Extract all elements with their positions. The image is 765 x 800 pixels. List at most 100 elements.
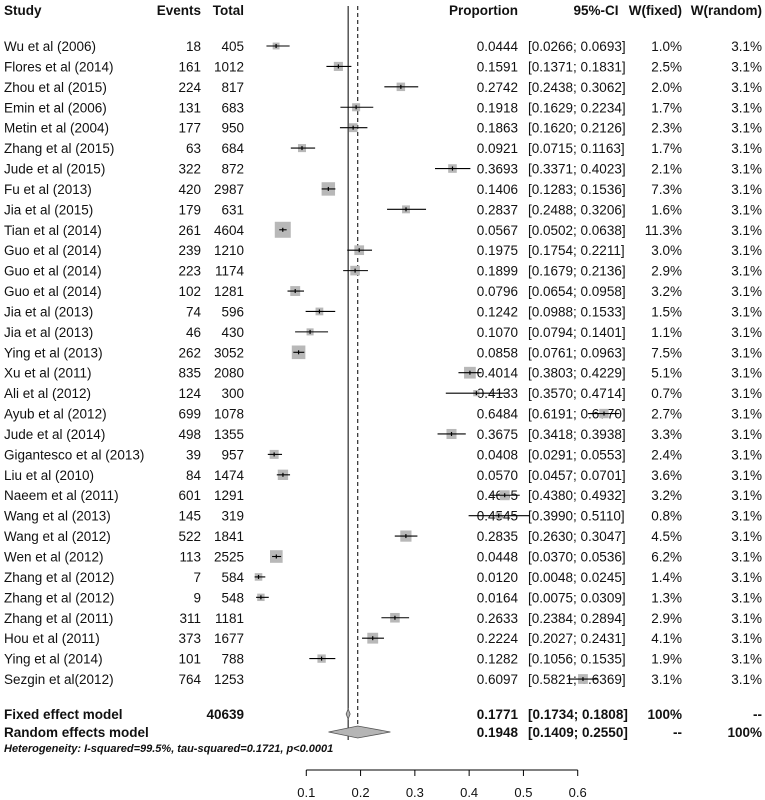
fixed-model-diamond xyxy=(345,707,351,721)
study-ci: [0.1371; 0.1831] xyxy=(528,59,626,74)
study-w-fixed: 1.7% xyxy=(651,141,682,156)
study-label: Xu et al (2011) xyxy=(4,366,92,381)
study-total: 548 xyxy=(221,590,244,605)
study-w-fixed: 0.7% xyxy=(651,386,682,401)
study-label: Guo et al (2014) xyxy=(4,284,102,299)
study-label: Zhang et al (2012) xyxy=(4,590,114,605)
study-proportion: 0.3675 xyxy=(477,427,518,442)
study-label: Sezgin et al(2012) xyxy=(4,672,114,687)
study-label: Guo et al (2014) xyxy=(4,243,102,258)
study-label: Jia et al (2013) xyxy=(4,325,93,340)
study-w-random: 3.1% xyxy=(731,631,762,646)
x-axis-tick-label: 0.4 xyxy=(460,785,478,800)
study-events: 262 xyxy=(178,345,201,360)
heterogeneity-text: Heterogeneity: I-squared=99.5%, tau-squa… xyxy=(4,743,333,755)
study-events: 161 xyxy=(178,59,201,74)
study-events: 601 xyxy=(178,488,201,503)
study-proportion: 0.0921 xyxy=(477,141,518,156)
study-proportion: 0.0408 xyxy=(477,447,518,462)
study-total: 3052 xyxy=(214,345,244,360)
random-model-proportion: 0.1948 xyxy=(477,725,519,740)
study-events: 498 xyxy=(178,427,201,442)
x-axis-tick-label: 0.1 xyxy=(297,785,315,800)
header-w-random: W(random) xyxy=(691,3,762,18)
study-events: 145 xyxy=(178,509,201,524)
study-total: 683 xyxy=(221,100,244,115)
header-study: Study xyxy=(4,3,42,18)
study-label: Wang et al (2013) xyxy=(4,509,111,524)
study-total: 1210 xyxy=(214,243,244,258)
study-w-fixed: 1.7% xyxy=(651,100,682,115)
study-label: Wu et al (2006) xyxy=(4,39,96,54)
study-w-fixed: 2.5% xyxy=(651,59,682,74)
study-w-random: 3.1% xyxy=(731,243,762,258)
study-label: Jia et al (2015) xyxy=(4,202,93,217)
study-w-random: 3.1% xyxy=(731,590,762,605)
study-events: 239 xyxy=(178,243,201,258)
study-w-random: 3.1% xyxy=(731,202,762,217)
study-w-fixed: 2.7% xyxy=(651,407,682,422)
study-proportion: 0.0570 xyxy=(477,468,518,483)
x-axis-tick-label: 0.5 xyxy=(514,785,532,800)
study-events: 223 xyxy=(178,264,201,279)
study-events: 322 xyxy=(178,162,201,177)
study-w-random: 3.1% xyxy=(731,80,762,95)
study-proportion: 0.0858 xyxy=(477,345,518,360)
study-w-fixed: 2.0% xyxy=(651,80,682,95)
study-ci: [0.2488; 0.3206] xyxy=(528,202,626,217)
study-proportion: 0.3693 xyxy=(477,162,518,177)
study-ci: [0.0761; 0.0963] xyxy=(528,345,626,360)
study-ci: [0.1679; 0.2136] xyxy=(528,264,626,279)
x-axis-tick-label: 0.3 xyxy=(406,785,424,800)
study-w-fixed: 3.2% xyxy=(651,284,682,299)
study-ci: [0.2384; 0.2894] xyxy=(528,611,626,626)
study-ci: [0.0502; 0.0638] xyxy=(528,223,626,238)
study-proportion: 0.1591 xyxy=(477,59,518,74)
study-label: Metin et al (2004) xyxy=(4,121,109,136)
study-ci: [0.0715; 0.1163] xyxy=(528,141,625,156)
study-w-random: 3.1% xyxy=(731,182,762,197)
study-w-fixed: 2.3% xyxy=(651,121,682,136)
study-w-random: 3.1% xyxy=(731,550,762,565)
study-w-fixed: 3.0% xyxy=(651,243,682,258)
study-proportion: 0.1918 xyxy=(477,100,518,115)
study-total: 1174 xyxy=(215,264,245,279)
random-model-w-random: 100% xyxy=(727,725,762,740)
study-w-random: 3.1% xyxy=(731,162,762,177)
study-proportion: 0.0164 xyxy=(477,590,519,605)
study-events: 63 xyxy=(186,141,201,156)
study-events: 764 xyxy=(178,672,201,687)
study-w-fixed: 1.4% xyxy=(651,570,682,585)
header-total: Total xyxy=(213,3,244,18)
study-w-random: 3.1% xyxy=(731,100,762,115)
study-total: 300 xyxy=(221,386,244,401)
study-events: 311 xyxy=(179,611,201,626)
study-ci: [0.1754; 0.2211] xyxy=(528,243,625,258)
study-ci: [0.3570; 0.4714] xyxy=(528,386,626,401)
study-proportion: 0.6097 xyxy=(477,672,518,687)
study-events: 177 xyxy=(178,121,201,136)
study-proportion: 0.1282 xyxy=(477,652,518,667)
study-total: 872 xyxy=(221,162,244,177)
header-w-fixed: W(fixed) xyxy=(629,3,682,18)
study-events: 113 xyxy=(179,550,201,565)
study-ci: [0.0075; 0.0309] xyxy=(528,590,626,605)
study-events: 124 xyxy=(178,386,201,401)
study-ci: [0.0654; 0.0958] xyxy=(528,284,626,299)
study-events: 420 xyxy=(178,182,201,197)
study-w-random: 3.1% xyxy=(731,488,762,503)
study-proportion: 0.0444 xyxy=(477,39,519,54)
study-events: 261 xyxy=(178,223,201,238)
header-ci: 95%-CI xyxy=(573,3,618,18)
study-label: Zhang et al (2012) xyxy=(4,570,114,585)
study-label: Ali et al (2012) xyxy=(4,386,91,401)
fixed-model-w-random: -- xyxy=(753,707,762,722)
study-total: 430 xyxy=(221,325,244,340)
study-total: 631 xyxy=(221,202,244,217)
study-proportion: 0.0567 xyxy=(477,223,518,238)
study-events: 224 xyxy=(178,80,201,95)
study-proportion: 0.1242 xyxy=(477,304,518,319)
study-w-random: 3.1% xyxy=(731,427,762,442)
study-total: 2080 xyxy=(214,366,244,381)
study-w-random: 3.1% xyxy=(731,672,762,687)
